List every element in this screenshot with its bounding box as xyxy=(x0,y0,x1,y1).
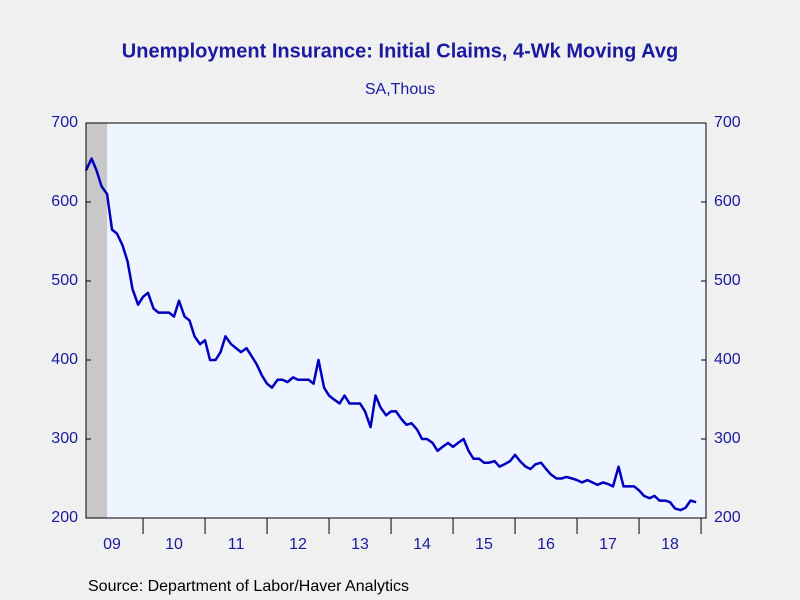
x-tick-label: 17 xyxy=(599,536,617,553)
y-tick-label: 200 xyxy=(51,509,78,526)
y-tick-label: 600 xyxy=(51,193,78,210)
x-tick-label: 16 xyxy=(537,536,555,553)
y-tick-label: 400 xyxy=(51,351,78,368)
y2-tick-label: 200 xyxy=(714,509,741,526)
plot-area xyxy=(86,123,706,518)
y2-tick-label: 300 xyxy=(714,430,741,447)
y-tick-label: 700 xyxy=(51,114,78,131)
x-tick-label: 14 xyxy=(413,536,431,553)
x-tick-label: 10 xyxy=(165,536,183,553)
x-tick-label: 13 xyxy=(351,536,369,553)
x-tick-label: 11 xyxy=(228,536,245,553)
y2-tick-label: 600 xyxy=(714,193,741,210)
y2-tick-label: 500 xyxy=(714,272,741,289)
chart-title: Unemployment Insurance: Initial Claims, … xyxy=(122,40,678,62)
y2-tick-label: 400 xyxy=(714,351,741,368)
x-tick-label: 12 xyxy=(289,536,307,553)
x-tick-label: 18 xyxy=(661,536,679,553)
x-tick-label: 15 xyxy=(475,536,493,553)
y-tick-label: 300 xyxy=(51,430,78,447)
chart-subtitle: SA,Thous xyxy=(365,81,435,98)
x-tick-label: 09 xyxy=(103,536,121,553)
plot-frame xyxy=(85,122,707,519)
data-line xyxy=(84,157,697,512)
source-note: Source: Department of Labor/Haver Analyt… xyxy=(88,578,409,595)
y2-tick-label: 700 xyxy=(714,114,741,131)
y-tick-label: 500 xyxy=(51,272,78,289)
recession-shade xyxy=(86,123,108,518)
